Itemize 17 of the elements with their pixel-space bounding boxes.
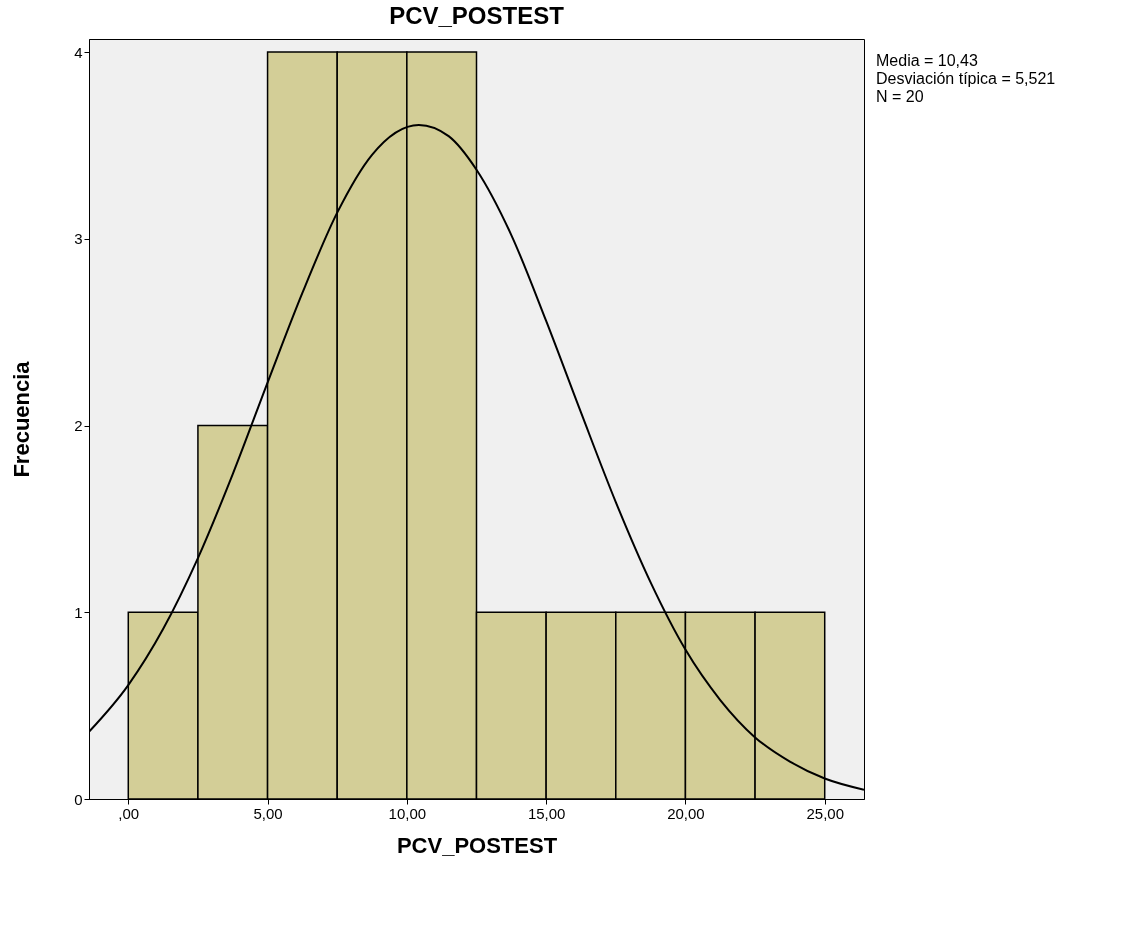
x-tick-label: 20,00 xyxy=(667,804,705,822)
y-tick-label: 3 xyxy=(74,230,83,248)
x-tick-label: 25,00 xyxy=(806,804,844,822)
y-tick-label: 2 xyxy=(74,417,83,435)
y-tick-label: 0 xyxy=(74,790,83,808)
x-axis-title: PCV_POSTEST xyxy=(396,832,558,858)
text: Desviación típica = 5,521 xyxy=(876,70,1056,87)
x-tick-label: 15,00 xyxy=(527,804,566,822)
x-tick-label: ,00 xyxy=(118,804,140,822)
text: Media = 10,43 xyxy=(876,52,978,69)
x-tick-label: 10,00 xyxy=(388,804,427,822)
y-tick-label: 1 xyxy=(74,603,83,621)
x-tick-label: 5,00 xyxy=(253,804,283,822)
text: N = 20 xyxy=(876,88,924,105)
chart-title: PCV_POSTEST xyxy=(389,2,565,29)
y-axis-title: Frecuencia xyxy=(9,360,35,478)
y-tick-label: 4 xyxy=(74,43,83,61)
